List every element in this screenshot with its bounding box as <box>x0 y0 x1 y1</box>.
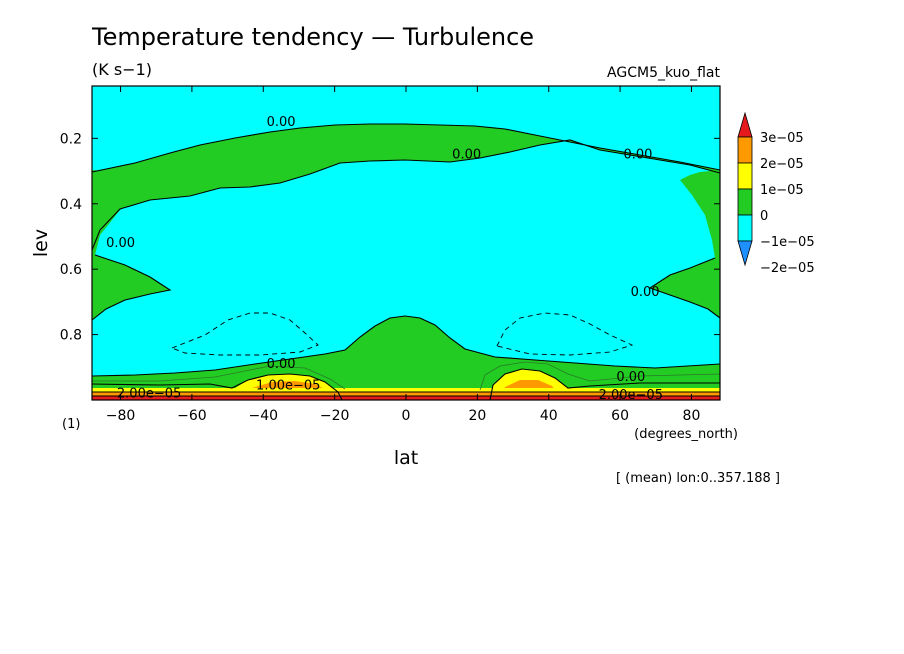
contour-zero-top <box>91 123 721 173</box>
colorbar-label: 0 <box>760 209 768 224</box>
model-label: AGCM5_kuo_flat <box>607 65 720 81</box>
x-tick-label: 60 <box>611 408 629 424</box>
contour-label: 0.00 <box>267 357 296 372</box>
lower-green-band <box>92 316 720 400</box>
contour-label: 2.00e−05 <box>117 386 181 401</box>
contour-zero-lobe-left <box>91 254 172 321</box>
contour-label: 0.00 <box>106 236 135 251</box>
y-tick-label: 0.2 <box>60 131 82 147</box>
colorbar-label: 2e−05 <box>760 157 804 172</box>
colorbar-label: −1e−05 <box>760 235 815 250</box>
y-tick-label: 0.6 <box>60 262 82 278</box>
x-axis: −80 −60 −40 −20 0 20 40 60 80 <box>106 86 701 424</box>
x-units: (degrees_north) <box>634 427 738 442</box>
x-tick-label: −40 <box>248 408 278 424</box>
y-axis: 0.2 0.4 0.6 0.8 <box>60 131 720 344</box>
contour-label: 0.00 <box>267 115 296 130</box>
x-tick-label: −60 <box>177 408 207 424</box>
x-tick-label: 20 <box>468 408 486 424</box>
contour-zero-lobe-right <box>648 257 721 319</box>
y-tick-label: 0.8 <box>60 328 82 344</box>
colorbar-box <box>737 188 753 216</box>
right-green-lobe <box>650 170 720 318</box>
x-tick-label: −80 <box>106 408 136 424</box>
contour-label: 0.00 <box>623 148 652 163</box>
colorbar-top-arrow <box>737 111 753 138</box>
chart-units: (K s−1) <box>92 60 152 79</box>
y-units: (1) <box>62 417 80 432</box>
y-tick-label: 0.4 <box>60 197 82 213</box>
plot-area: 0.00 0.00 0.00 0.00 0.00 0.00 0.00 1.00e−05 2.00… <box>91 85 721 403</box>
x-tick-label: −20 <box>320 408 350 424</box>
y-axis-label: lev <box>30 229 52 257</box>
x-tick-label: 0 <box>402 408 411 424</box>
contour-thin-lower <box>92 361 721 391</box>
colorbar-label: 1e−05 <box>760 183 804 198</box>
x-axis-label: lat <box>394 447 418 469</box>
contour-zero-lower <box>91 315 721 377</box>
colorbar-box <box>737 162 753 190</box>
contour-labels: 0.00 0.00 0.00 0.00 0.00 0.00 0.00 1.00e−05 2.00… <box>106 115 663 403</box>
contour-1e05-left <box>91 373 343 401</box>
contour-1e05-right <box>489 368 720 401</box>
colorbar-bottom-arrow <box>737 240 753 267</box>
contour-zero-inner <box>91 139 721 251</box>
colorbar-box <box>737 214 753 242</box>
contour-label: 0.00 <box>616 370 645 385</box>
colorbar: 3e−05 2e−05 1e−05 0 −1e−05 −2e−05 <box>737 111 815 276</box>
contour-label: 0.00 <box>452 148 481 163</box>
colorbar-label: −2e−05 <box>760 261 815 276</box>
surface-strip-yellow <box>92 388 720 392</box>
colorbar-box <box>737 136 753 164</box>
x-tick-label: 80 <box>683 408 701 424</box>
colorbar-label: 3e−05 <box>760 131 804 146</box>
contour-label: 2.00e−05 <box>599 388 663 403</box>
mean-note: [ (mean) lon:0..357.188 ] <box>616 471 780 486</box>
dashed-contour-right <box>496 312 634 356</box>
chart-title: Temperature tendency — Turbulence <box>91 23 534 51</box>
contour-label: 1.00e−05 <box>256 378 320 393</box>
upper-green-band <box>92 124 720 250</box>
left-green-lobe <box>92 170 170 320</box>
contour-label: 0.00 <box>631 285 660 300</box>
x-tick-label: 40 <box>540 408 558 424</box>
dashed-contour-left <box>170 312 319 356</box>
